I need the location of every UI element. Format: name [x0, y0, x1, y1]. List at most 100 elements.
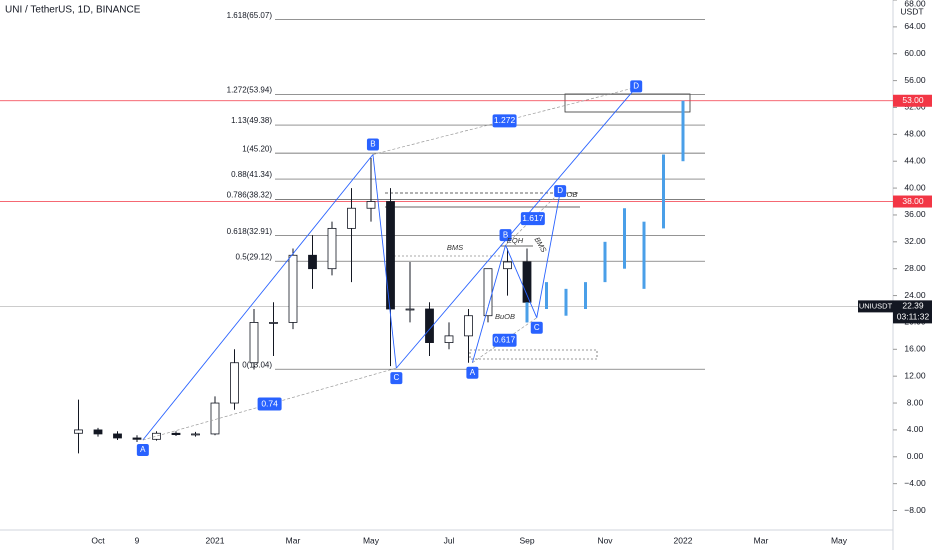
candle-body [327, 227, 337, 270]
y-tick-label: −4.00 [904, 478, 926, 488]
candle-body [269, 322, 278, 324]
pattern-point-label: D [557, 186, 563, 195]
pattern-point [366, 138, 379, 151]
pattern-point [630, 80, 643, 93]
x-tick-label: Mar [754, 535, 769, 545]
x-tick-label: Oct [91, 535, 105, 545]
y-tick-label: 4.00 [907, 424, 924, 434]
y-tick-label: 16.00 [904, 344, 926, 354]
fib-label: 0.786(38.32) [227, 190, 273, 199]
projection-bar [662, 154, 665, 229]
x-tick-label: Jul [444, 535, 455, 545]
candle-body [152, 432, 161, 440]
pattern-leg [471, 245, 506, 363]
price-tag [893, 195, 932, 208]
fib-label: 0(13.04) [242, 360, 272, 369]
y-tick-label: 24.00 [904, 290, 926, 300]
price-tag-label: 38.00 [902, 196, 924, 206]
candle-body [444, 335, 454, 343]
projection-bar [623, 208, 626, 269]
projection-bar [642, 221, 646, 289]
candle-body [386, 201, 395, 310]
x-tick-label: 2021 [206, 535, 225, 545]
y-tick-label: 56.00 [904, 75, 926, 85]
fib-label: 1.13(49.38) [231, 116, 272, 125]
annotation: BuOB [495, 312, 515, 321]
pattern-point [499, 229, 512, 242]
y-tick-label: 60.00 [904, 48, 926, 58]
x-tick-label: May [831, 535, 848, 545]
fib-label: 1.618(65.07) [227, 11, 273, 20]
price-tag-label: 53.00 [902, 95, 924, 105]
candle-body [522, 261, 532, 303]
pattern-ratio-line [472, 317, 537, 364]
price-tag [893, 94, 932, 107]
annotation: BMS [447, 243, 463, 252]
x-tick-label: Mar [286, 535, 301, 545]
projection-bar [584, 282, 587, 309]
pattern-point [136, 443, 149, 456]
x-tick-label: 2022 [674, 535, 693, 545]
y-tick-label: 40.00 [904, 182, 926, 192]
projection-bar [545, 282, 548, 309]
candle-body [249, 322, 259, 364]
pattern-leg [372, 154, 397, 369]
order-block [564, 93, 691, 113]
y-tick-label: 64.00 [904, 21, 926, 31]
fib-label: 1.272(53.94) [227, 86, 273, 95]
pattern-point-label: A [140, 445, 146, 454]
x-tick-label: Nov [597, 535, 613, 545]
y-tick-label: 36.00 [904, 209, 926, 219]
y-tick-label: 12.00 [904, 370, 926, 380]
annotation: EQH [507, 236, 524, 245]
pattern-leg [505, 245, 538, 318]
ratio-label: 0.74 [261, 398, 278, 408]
candle-body [347, 207, 356, 229]
candle-body [464, 315, 473, 337]
projection-bar [564, 288, 568, 316]
countdown-label: 03:11:32 [897, 312, 930, 322]
y-tick-label: 0.00 [907, 451, 924, 461]
y-tick-label: 8.00 [907, 397, 924, 407]
projection-bar [525, 302, 529, 323]
candle-body [93, 429, 103, 435]
candle-body [171, 432, 181, 436]
fib-label: 0.618(32.91) [227, 227, 273, 236]
pattern-point [390, 372, 403, 385]
candle-body [288, 254, 298, 323]
y-tick-label: 32.00 [904, 236, 926, 246]
ratio-box [257, 397, 282, 411]
pattern-point-label: C [534, 323, 540, 332]
pattern-leg [142, 154, 374, 441]
chart-title: UNI / TetherUS, 1D, BINANCE [5, 5, 141, 16]
pattern-point-label: A [470, 368, 476, 377]
x-tick-label: 9 [135, 535, 140, 545]
ratio-box [492, 333, 517, 347]
pattern-ratio-line [505, 191, 561, 246]
y-tick-label: 44.00 [904, 155, 926, 165]
pattern-point [530, 321, 543, 334]
ratio-label: 0.617 [494, 334, 516, 344]
candle-body [74, 429, 83, 434]
ratio-label: 1.272 [494, 115, 516, 125]
projection-bar [681, 100, 685, 162]
y-tick-label: 68.00 [904, 0, 926, 8]
projection-bar [603, 241, 607, 283]
fib-label: 0.5(29.12) [236, 252, 273, 261]
candle-body [308, 254, 317, 270]
symbol-label: UNIUSDT [859, 301, 893, 310]
ratio-label: 1.617 [522, 213, 544, 223]
x-tick-label: Sep [519, 535, 534, 545]
candle-body [366, 201, 376, 209]
fib-label: 1(45.20) [242, 144, 272, 153]
y-tick-label: −8.00 [904, 505, 926, 515]
pattern-point-label: D [633, 81, 639, 90]
fib-label: 0.88(41.34) [231, 170, 272, 179]
candle-body [210, 402, 220, 435]
price-tag [893, 300, 932, 324]
candle-body [132, 437, 142, 440]
ratio-box [492, 114, 517, 128]
unit-label: USDT [900, 6, 923, 16]
